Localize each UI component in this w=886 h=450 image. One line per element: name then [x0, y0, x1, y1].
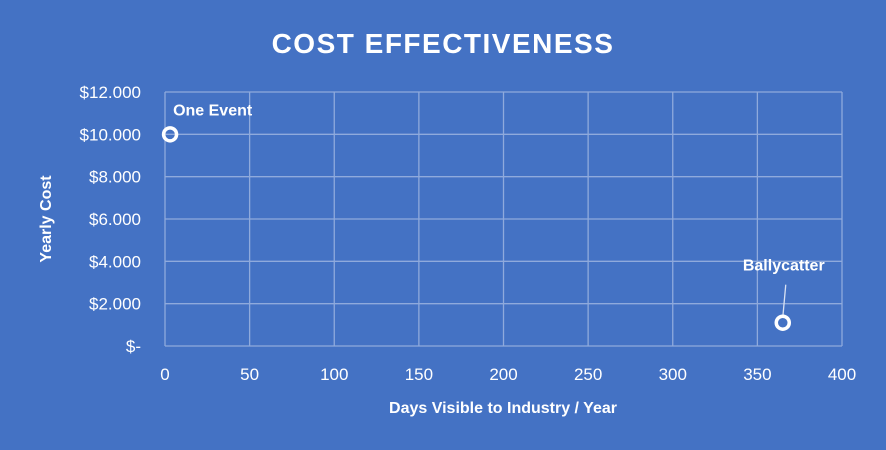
x-tick-label: 150 — [405, 365, 433, 384]
y-tick-label: $8.000 — [89, 168, 141, 187]
x-tick-label: 200 — [489, 365, 517, 384]
y-tick-label: $- — [126, 337, 141, 356]
chart-title: COST EFFECTIVENESS — [272, 28, 615, 59]
y-tick-label: $4.000 — [89, 252, 141, 271]
data-label: Ballycatter — [743, 258, 825, 275]
data-point — [161, 126, 179, 143]
y-tick-label: $2.000 — [89, 295, 141, 314]
x-tick-label: 400 — [828, 365, 856, 384]
data-point — [774, 314, 792, 331]
x-tick-label: 300 — [659, 365, 687, 384]
x-tick-label: 350 — [743, 365, 771, 384]
y-tick-label: $10.000 — [80, 125, 141, 144]
x-tick-label: 100 — [320, 365, 348, 384]
y-axis-ticks: $- $2.000 $4.000 $6.000 $8.000 $10.000 $12.000 — [80, 83, 141, 356]
leader-line — [782, 284, 787, 318]
x-axis-label: Days Visible to Industry / Year — [389, 400, 617, 417]
x-tick-label: 0 — [160, 365, 169, 384]
x-axis-ticks: 0 50 100 150 200 250 300 350 400 — [160, 365, 856, 384]
data-points: One Event Ballycatter — [161, 102, 825, 331]
data-label: One Event — [173, 102, 253, 119]
x-tick-label: 250 — [574, 365, 602, 384]
grid — [164, 91, 843, 347]
y-tick-label: $6.000 — [89, 210, 141, 229]
x-tick-label: 50 — [240, 365, 259, 384]
y-axis-label: Yearly Cost — [38, 175, 55, 263]
y-tick-label: $12.000 — [80, 83, 141, 102]
